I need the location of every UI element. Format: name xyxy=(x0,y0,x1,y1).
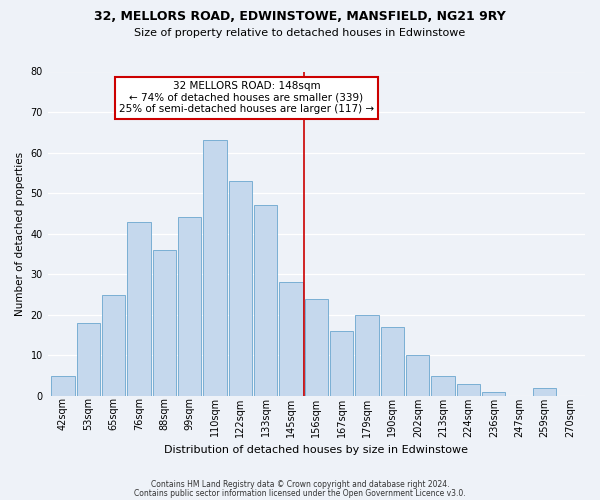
Bar xyxy=(203,140,227,396)
Y-axis label: Number of detached properties: Number of detached properties xyxy=(15,152,25,316)
X-axis label: Distribution of detached houses by size in Edwinstowe: Distribution of detached houses by size … xyxy=(164,445,469,455)
Bar xyxy=(178,218,202,396)
Bar xyxy=(52,376,74,396)
Bar xyxy=(355,315,379,396)
Text: Contains HM Land Registry data © Crown copyright and database right 2024.: Contains HM Land Registry data © Crown c… xyxy=(151,480,449,489)
Text: 32, MELLORS ROAD, EDWINSTOWE, MANSFIELD, NG21 9RY: 32, MELLORS ROAD, EDWINSTOWE, MANSFIELD,… xyxy=(94,10,506,23)
Bar xyxy=(127,222,151,396)
Bar xyxy=(406,356,430,396)
Bar xyxy=(280,282,303,396)
Text: Contains public sector information licensed under the Open Government Licence v3: Contains public sector information licen… xyxy=(134,489,466,498)
Bar xyxy=(330,331,353,396)
Bar xyxy=(77,323,100,396)
Bar xyxy=(102,294,125,396)
Text: 32 MELLORS ROAD: 148sqm
← 74% of detached houses are smaller (339)
25% of semi-d: 32 MELLORS ROAD: 148sqm ← 74% of detache… xyxy=(119,81,374,114)
Bar xyxy=(381,327,404,396)
Bar xyxy=(254,206,277,396)
Bar xyxy=(482,392,505,396)
Bar xyxy=(431,376,455,396)
Bar xyxy=(533,388,556,396)
Bar xyxy=(457,384,480,396)
Bar xyxy=(305,298,328,396)
Text: Size of property relative to detached houses in Edwinstowe: Size of property relative to detached ho… xyxy=(134,28,466,38)
Bar xyxy=(152,250,176,396)
Bar xyxy=(229,181,252,396)
